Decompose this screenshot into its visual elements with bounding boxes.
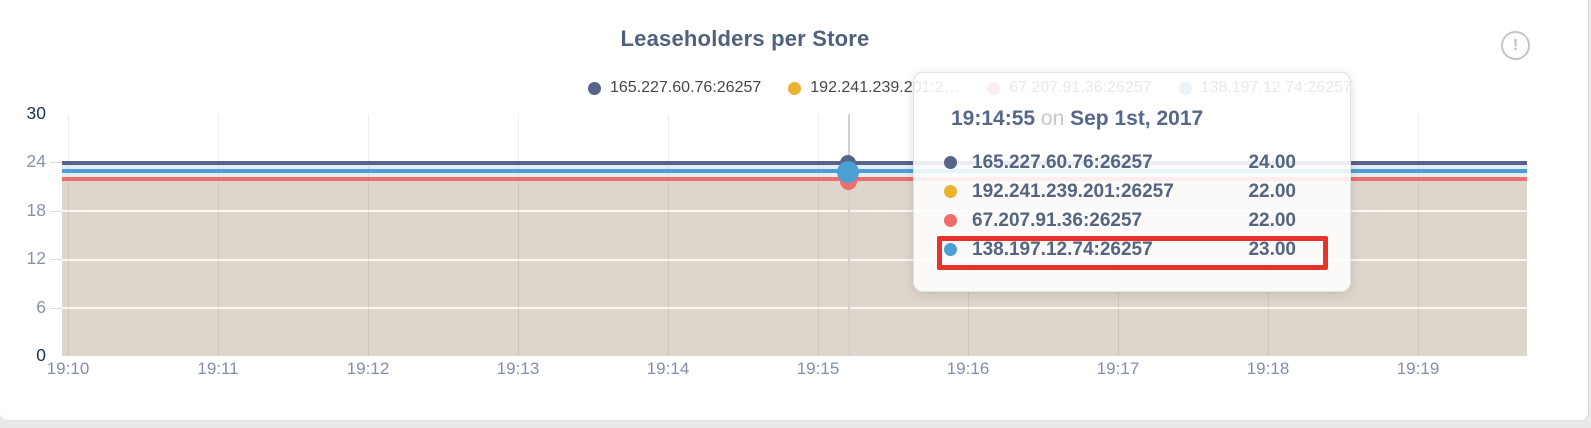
hover-tooltip: 19:14:55 on Sep 1st, 2017 165.227.60.76:… <box>913 72 1351 292</box>
tooltip-row: 67.207.91.36:26257 22.00 <box>944 206 1296 235</box>
series-line-165-227-60-76 <box>62 160 1527 165</box>
v-gridline <box>518 114 519 356</box>
x-axis-tick-label: 19:10 <box>46 359 90 378</box>
y-axis-tick-label: 6 <box>36 297 46 317</box>
v-gridline <box>1418 114 1419 356</box>
tooltip-series-value: 22.00 <box>1248 180 1296 202</box>
legend-item[interactable]: 192.241.239.201:2625… <box>788 79 960 97</box>
series-color-dot <box>944 243 957 256</box>
tooltip-series-name: 67.207.91.36:26257 <box>972 209 1143 231</box>
tooltip-row: 192.241.239.201:26257 22.00 <box>944 177 1296 206</box>
tooltip-rows: 165.227.60.76:26257 24.00 192.241.239.20… <box>944 148 1296 264</box>
x-axis-tick-label: 19:15 <box>796 359 840 378</box>
tooltip-timestamp: 19:14:55 on Sep 1st, 2017 <box>951 107 1203 131</box>
h-gridline <box>62 210 1527 212</box>
series-line-138-197-12-74 <box>62 169 1527 173</box>
y-axis-tick-label: 24 <box>26 151 46 171</box>
series-color-dot <box>944 156 957 169</box>
tooltip-series-value: 23.00 <box>1248 238 1296 260</box>
v-gridline <box>818 114 819 356</box>
legend-label: 165.227.60.76:26257 <box>610 79 762 96</box>
tooltip-series-name: 138.197.12.74:26257 <box>972 238 1153 260</box>
tooltip-on-word: on <box>1040 107 1065 130</box>
tooltip-date: Sep 1st, 2017 <box>1070 107 1204 130</box>
x-axis-tick-label: 19:11 <box>197 359 239 378</box>
tooltip-series-value: 22.00 <box>1248 209 1296 231</box>
legend-item[interactable]: 165.227.60.76:26257 <box>588 79 761 97</box>
x-axis-tick-label: 19:18 <box>1246 359 1290 378</box>
tooltip-row: 165.227.60.76:26257 24.00 <box>944 148 1296 177</box>
y-axis-tick-label: 30 <box>26 103 46 123</box>
y-axis-tick-label: 18 <box>26 200 46 220</box>
tooltip-series-value: 24.00 <box>1248 151 1296 173</box>
series-color-dot <box>944 214 957 227</box>
y-axis-tick-label: 0 <box>36 345 46 365</box>
y-axis-tick <box>50 259 62 260</box>
exclamation-glyph: ! <box>1512 36 1519 54</box>
series-line-67-207-91-36 <box>62 177 1527 181</box>
x-axis-tick-label: 19:14 <box>646 359 690 378</box>
h-gridline <box>62 258 1527 261</box>
v-gridline <box>668 114 669 356</box>
hover-guideline <box>848 114 850 356</box>
series-color-dot <box>944 185 957 198</box>
info-icon[interactable]: ! <box>1501 31 1530 60</box>
x-axis-tick-label: 19:13 <box>496 359 540 378</box>
chart-title: Leaseholders per Store <box>620 26 870 51</box>
series-color-dot <box>588 81 601 95</box>
y-axis-tick <box>50 162 62 163</box>
series-color-dot <box>788 81 802 95</box>
x-axis-tick-label: 19:12 <box>346 359 390 378</box>
x-axis-tick-label: 19:17 <box>1096 359 1140 378</box>
y-axis-tick <box>50 211 62 212</box>
tooltip-series-name: 192.241.239.201:26257 <box>972 180 1174 202</box>
hover-point-blue <box>837 161 859 183</box>
y-axis-tick <box>50 308 62 309</box>
h-gridline <box>62 307 1527 309</box>
tooltip-row-highlighted: 138.197.12.74:26257 23.00 <box>944 235 1296 264</box>
y-axis-tick-label: 12 <box>26 248 46 268</box>
x-axis-tick-label: 19:19 <box>1396 359 1440 378</box>
x-axis-tick-label: 19:16 <box>946 359 990 378</box>
tooltip-time: 19:14:55 <box>951 107 1036 130</box>
tooltip-series-name: 165.227.60.76:26257 <box>972 151 1153 173</box>
v-gridline <box>68 114 69 356</box>
v-gridline <box>218 114 219 356</box>
v-gridline <box>368 114 369 356</box>
